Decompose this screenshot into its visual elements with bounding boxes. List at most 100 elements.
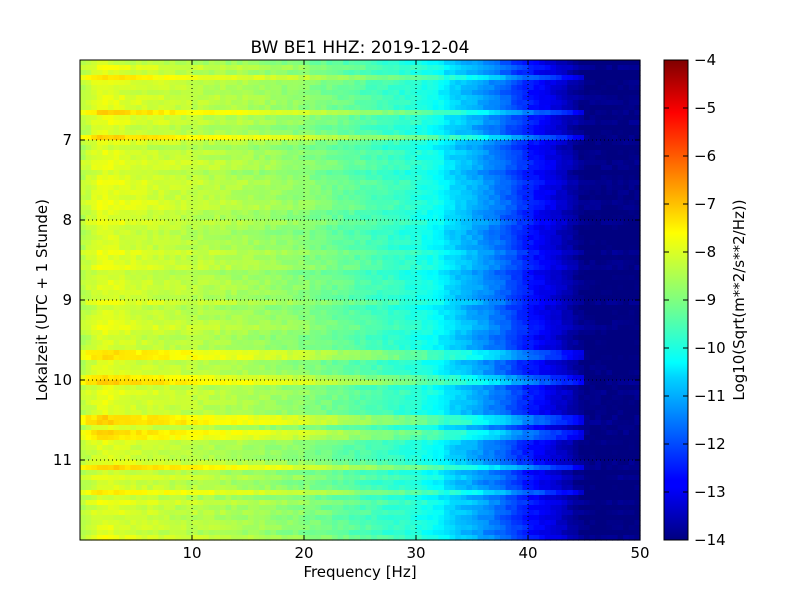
heatmap-cell	[320, 205, 327, 211]
heatmap-cell	[567, 245, 574, 251]
heatmap-cell	[264, 90, 271, 96]
heatmap-cell	[500, 245, 507, 251]
heatmap-cell	[449, 135, 456, 141]
heatmap-cell	[320, 100, 327, 106]
heatmap-cell	[539, 270, 546, 276]
heatmap-cell	[197, 100, 204, 106]
heatmap-cell	[259, 270, 266, 276]
heatmap-cell	[488, 235, 495, 241]
heatmap-cell	[455, 265, 462, 271]
heatmap-cell	[617, 200, 624, 206]
heatmap-cell	[371, 305, 378, 311]
heatmap-cell	[528, 75, 535, 81]
heatmap-cell	[253, 190, 260, 196]
heatmap-cell	[455, 290, 462, 296]
heatmap-cell	[606, 240, 613, 246]
heatmap-cell	[96, 210, 103, 216]
heatmap-cell	[404, 95, 411, 101]
heatmap-cell	[348, 190, 355, 196]
heatmap-cell	[371, 185, 378, 191]
heatmap-cell	[488, 95, 495, 101]
heatmap-cell	[388, 115, 395, 121]
heatmap-cell	[119, 160, 126, 166]
heatmap-cell	[505, 210, 512, 216]
heatmap-cell	[164, 70, 171, 76]
heatmap-cell	[444, 200, 451, 206]
heatmap-cell	[236, 120, 243, 126]
heatmap-cell	[600, 150, 607, 156]
heatmap-cell	[612, 280, 619, 286]
heatmap-cell	[124, 135, 131, 141]
heatmap-cell	[488, 280, 495, 286]
heatmap-cell	[124, 120, 131, 126]
heatmap-cell	[533, 275, 540, 281]
heatmap-cell	[180, 285, 187, 291]
heatmap-cell	[354, 125, 361, 131]
heatmap-cell	[208, 235, 215, 241]
heatmap-cell	[236, 300, 243, 306]
heatmap-cell	[320, 265, 327, 271]
heatmap-cell	[130, 300, 137, 306]
heatmap-cell	[360, 305, 367, 311]
heatmap-cell	[634, 205, 641, 211]
heatmap-cell	[522, 90, 529, 96]
heatmap-cell	[309, 65, 316, 71]
heatmap-cell	[309, 260, 316, 266]
heatmap-cell	[360, 170, 367, 176]
heatmap-cell	[259, 130, 266, 136]
heatmap-cell	[85, 100, 92, 106]
heatmap-cell	[595, 280, 602, 286]
heatmap-cell	[449, 235, 456, 241]
heatmap-cell	[432, 110, 439, 116]
heatmap-cell	[516, 105, 523, 111]
heatmap-cell	[315, 290, 322, 296]
heatmap-cell	[348, 280, 355, 286]
heatmap-cell	[113, 65, 120, 71]
heatmap-cell	[158, 170, 165, 176]
heatmap-cell	[298, 130, 305, 136]
heatmap-cell	[505, 240, 512, 246]
heatmap-cell	[404, 75, 411, 81]
heatmap-cell	[225, 305, 232, 311]
heatmap-cell	[85, 80, 92, 86]
heatmap-cell	[326, 75, 333, 81]
heatmap-cell	[460, 280, 467, 286]
heatmap-cell	[203, 215, 210, 221]
heatmap-cell	[276, 255, 283, 261]
heatmap-cell	[270, 195, 277, 201]
heatmap-cell	[169, 85, 176, 91]
heatmap-cell	[113, 280, 120, 286]
heatmap-cell	[432, 170, 439, 176]
heatmap-cell	[304, 185, 311, 191]
heatmap-cell	[119, 155, 126, 161]
heatmap-cell	[292, 145, 299, 151]
heatmap-cell	[326, 220, 333, 226]
heatmap-cell	[522, 235, 529, 241]
heatmap-cell	[298, 125, 305, 131]
heatmap-cell	[264, 135, 271, 141]
heatmap-cell	[533, 295, 540, 301]
heatmap-cell	[136, 170, 143, 176]
heatmap-cell	[382, 75, 389, 81]
heatmap-cell	[208, 70, 215, 76]
heatmap-cell	[528, 225, 535, 231]
heatmap-cell	[584, 60, 591, 66]
heatmap-cell	[444, 295, 451, 301]
heatmap-cell	[544, 215, 551, 221]
heatmap-cell	[505, 120, 512, 126]
heatmap-cell	[203, 170, 210, 176]
heatmap-cell	[164, 200, 171, 206]
heatmap-cell	[315, 280, 322, 286]
heatmap-cell	[410, 80, 417, 86]
heatmap-cell	[561, 210, 568, 216]
heatmap-cell	[472, 195, 479, 201]
heatmap-cell	[511, 285, 518, 291]
heatmap-cell	[544, 125, 551, 131]
heatmap-cell	[309, 290, 316, 296]
heatmap-cell	[91, 290, 98, 296]
heatmap-cell	[119, 95, 126, 101]
heatmap-cell	[612, 95, 619, 101]
heatmap-cell	[343, 130, 350, 136]
heatmap-cell	[259, 210, 266, 216]
heatmap-cell	[276, 125, 283, 131]
